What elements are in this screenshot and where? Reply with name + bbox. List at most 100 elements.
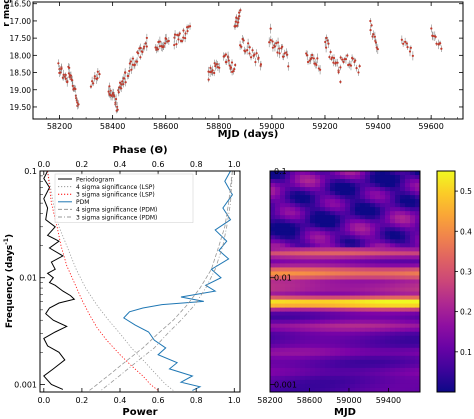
heatmap-cell [415,327,420,333]
heatmap-cell [305,295,311,301]
heatmap-cell [370,283,376,289]
heatmap-cell [390,351,396,357]
lightcurve-point [180,40,184,43]
heatmap-cell [325,175,331,180]
heatmap-cell [305,203,311,208]
heatmap-cell [315,387,321,392]
heatmap-cell [385,271,391,277]
heatmap-cell [395,207,401,212]
heatmap-cell [305,195,311,200]
heatmap-cell [295,379,301,385]
heatmap-cell [375,243,381,248]
heatmap-cell [395,195,401,200]
heatmap-cell [370,211,376,216]
heatmap-cell [270,319,276,325]
heatmap-cell [340,271,346,277]
heatmap-cell [280,331,286,337]
heatmap-cell [325,227,331,232]
heatmap-cell [375,367,381,373]
heatmap-cell [300,239,306,244]
lightcurve-point [145,45,148,48]
heatmap-cell [305,183,311,188]
heatmap-cell [400,207,406,212]
heatmap-cell [295,299,301,305]
heatmap-cell [395,299,401,305]
heatmap-cell [325,327,331,333]
heatmap-cell [345,275,351,281]
heatmap-cell [290,183,296,188]
heatmap-cell [340,287,346,293]
heatmap-cell [305,207,311,212]
heatmap-cell [320,319,326,325]
heatmap-cell [415,359,420,365]
heatmap-cell [390,187,396,192]
heatmap-cell [405,231,411,236]
heatmap-cell [370,347,376,353]
lightcurve-y-tick-label: 19.50 [10,103,32,112]
frequency-y-axis-label-close: ) [5,234,15,238]
heatmap-cell [365,175,371,180]
heatmap-cell [350,275,356,281]
heatmap-cell [405,171,411,176]
heatmap-cell [400,387,406,392]
heatmap-cell [360,279,366,285]
heatmap-cell [380,315,386,321]
heatmap-cell [415,203,420,208]
heatmap-cell [295,283,301,289]
heatmap-cell [410,359,416,365]
heatmap-cell [280,175,286,180]
heatmap-cell [410,335,416,341]
heatmap-cell [275,387,281,392]
heatmap-cell [415,335,420,341]
heatmap-panel: 58200 58600 59000 59400 0.10.010.001 MJD [257,167,421,418]
heatmap-cell [330,327,336,333]
heatmap-cell [315,175,321,180]
heatmap-cell [330,179,336,184]
heatmap-cell [295,187,301,192]
heatmap-cell [395,311,401,317]
lightcurve-point [324,40,327,44]
heatmap-cell [300,359,306,365]
heatmap-cell [350,387,356,392]
lightcurve-x-tick-label: 59200 [312,122,337,131]
heatmap-cell [390,299,396,305]
heatmap-cell [400,215,406,220]
heatmap-cell [320,179,326,184]
heatmap-cell [300,387,306,392]
heatmap-cell [325,295,331,301]
heatmap-cell [315,367,321,373]
heatmap-cell [280,387,286,392]
heatmap-cell [315,295,321,301]
heatmap-cell [340,283,346,289]
heatmap-cell [355,363,361,369]
heatmap-cell [285,239,291,244]
heatmap-cell [355,315,361,321]
heatmap-cell [410,203,416,208]
heatmap-cell [375,223,381,228]
heatmap-cell [400,243,406,248]
heatmap-cell [305,227,311,232]
heatmap-cell [340,267,346,273]
heatmap-cell [415,331,420,337]
heatmap-cell [390,287,396,293]
lightcurve-point [238,11,241,14]
heatmap-cell [335,323,341,329]
heatmap-cell [310,375,316,381]
heatmap-cell [395,255,401,260]
heatmap-cell [395,339,401,345]
power-legend-label: 3 sigma significance (LSP) [76,192,155,199]
heatmap-cell [350,335,356,341]
heatmap-cell [315,303,321,309]
heatmap-cell [380,199,386,204]
heatmap-cell [345,247,351,252]
heatmap-cell [340,247,346,252]
heatmap-cell [410,367,416,373]
heatmap-cell [385,351,391,357]
heatmap-cell [380,239,386,244]
heatmap-cell [270,231,276,236]
heatmap-cell [355,179,361,184]
heatmap-cell [305,187,311,192]
lightcurve-point [310,53,314,57]
heatmap-cell [350,279,356,285]
lightcurve-point [77,103,80,106]
